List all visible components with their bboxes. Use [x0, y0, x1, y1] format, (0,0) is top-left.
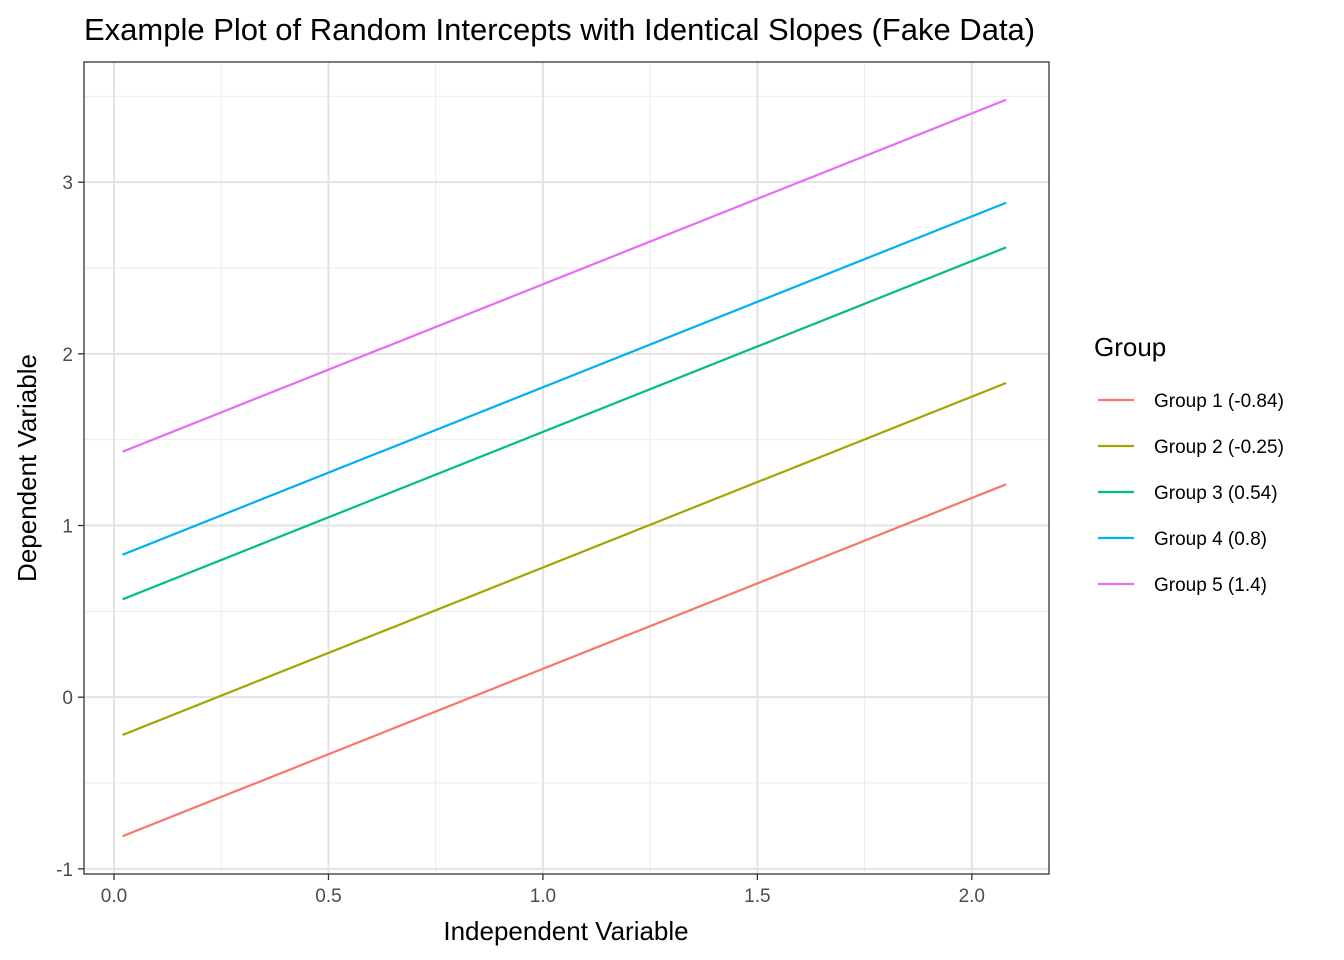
series-line: [122, 98, 1007, 453]
y-tick-label: 3: [62, 173, 73, 194]
major-gridlines: [84, 62, 1049, 874]
y-axis-title: Dependent Variable: [12, 354, 42, 582]
series-line: [122, 246, 1007, 601]
series-line: [122, 201, 1007, 556]
plot-panel-background: [84, 62, 1049, 874]
x-tick-label: 0.0: [101, 886, 127, 907]
legend-label: Group 1 (-0.84): [1154, 391, 1284, 412]
series-line: [122, 382, 1007, 736]
x-axis-title: Independent Variable: [443, 916, 688, 946]
x-tick-label: 1.0: [530, 886, 556, 907]
x-axis-ticks: 0.0 0.5 1.0 1.5 2.0: [101, 874, 985, 907]
legend-label: Group 2 (-0.25): [1154, 437, 1284, 458]
x-tick-label: 0.5: [315, 886, 341, 907]
legend: Group Group 1 (-0.84)Group 2 (-0.25)Grou…: [1094, 332, 1284, 596]
y-tick-label: 1: [62, 517, 73, 538]
legend-label: Group 5 (1.4): [1154, 575, 1267, 596]
x-tick-label: 1.5: [744, 886, 770, 907]
x-tick-label: 2.0: [959, 886, 985, 907]
chart-title: Example Plot of Random Intercepts with I…: [84, 12, 1035, 47]
legend-label: Group 4 (0.8): [1154, 529, 1267, 550]
legend-label: Group 3 (0.54): [1154, 483, 1278, 504]
series-lines: [122, 98, 1007, 838]
plot-panel-border: [83, 61, 1050, 875]
legend-title: Group: [1094, 332, 1166, 362]
y-tick-label: 2: [62, 345, 73, 366]
minor-gridlines: [84, 62, 1049, 874]
y-tick-label: -1: [56, 860, 73, 881]
series-line: [122, 483, 1007, 838]
y-tick-label: 0: [62, 688, 73, 709]
legend-items: Group 1 (-0.84) Group 2 (-0.25) Group 3 (0…: [1098, 391, 1284, 596]
y-axis-ticks: -1 0 1 2 3: [56, 173, 84, 881]
